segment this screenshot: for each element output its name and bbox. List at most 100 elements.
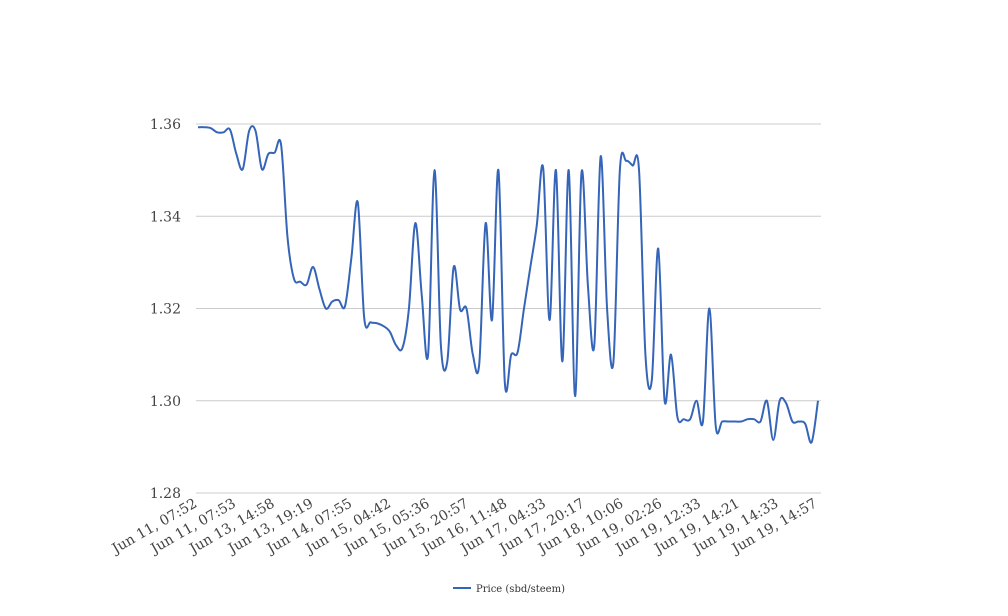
data-point xyxy=(472,354,474,356)
data-point xyxy=(433,169,435,171)
data-point xyxy=(638,169,640,171)
data-point xyxy=(510,354,512,356)
data-point xyxy=(286,236,288,238)
data-point xyxy=(785,402,787,404)
data-point xyxy=(523,308,525,310)
data-point xyxy=(382,325,384,327)
data-point xyxy=(478,363,480,365)
data-point xyxy=(242,168,244,170)
data-point xyxy=(766,400,768,402)
data-point xyxy=(708,308,710,310)
data-point xyxy=(549,319,551,321)
data-point xyxy=(402,347,404,349)
data-point xyxy=(312,266,314,268)
data-point xyxy=(395,344,397,346)
data-point xyxy=(216,131,218,133)
data-point xyxy=(561,361,563,363)
data-point xyxy=(721,421,723,423)
data-point xyxy=(798,421,800,423)
data-point xyxy=(728,421,730,423)
data-point xyxy=(203,126,205,128)
data-point xyxy=(676,416,678,418)
data-point xyxy=(280,144,282,146)
data-point xyxy=(791,421,793,423)
data-point xyxy=(293,278,295,280)
data-point xyxy=(223,131,225,133)
data-point xyxy=(210,127,212,129)
data-point xyxy=(753,418,755,420)
data-point xyxy=(363,317,365,319)
data-point xyxy=(357,201,359,203)
data-point xyxy=(344,305,346,307)
data-point xyxy=(370,321,372,323)
data-point xyxy=(593,344,595,346)
data-point xyxy=(414,222,416,224)
data-point xyxy=(542,167,544,169)
legend: Price (sbd/steem) xyxy=(453,584,565,595)
data-point xyxy=(702,421,704,423)
data-point xyxy=(715,425,717,427)
y-axis-ticks: 1.28 1.30 1.32 1.34 1.36 xyxy=(150,117,181,502)
data-point xyxy=(325,308,327,310)
y-tick-label: 1.30 xyxy=(150,394,181,410)
data-point xyxy=(632,165,634,167)
data-point xyxy=(740,421,742,423)
data-point xyxy=(408,308,410,310)
data-point xyxy=(306,284,308,286)
data-point xyxy=(759,421,761,423)
data-point xyxy=(734,421,736,423)
data-point xyxy=(235,153,237,155)
data-point xyxy=(670,354,672,356)
data-point xyxy=(779,400,781,402)
data-point xyxy=(267,153,269,155)
y-tick-label: 1.34 xyxy=(150,209,181,225)
data-point xyxy=(683,418,685,420)
data-point xyxy=(485,222,487,224)
data-point xyxy=(587,284,589,286)
data-point xyxy=(338,299,340,301)
data-point xyxy=(517,351,519,353)
series-layer xyxy=(197,125,819,444)
data-point xyxy=(350,257,352,259)
data-point xyxy=(612,361,614,363)
series-line xyxy=(197,125,819,444)
data-point xyxy=(248,130,250,132)
data-point xyxy=(491,319,493,321)
data-point xyxy=(440,344,442,346)
data-point xyxy=(197,126,199,128)
data-point xyxy=(651,379,653,381)
data-point xyxy=(497,169,499,171)
data-point xyxy=(453,266,455,268)
data-point xyxy=(555,169,557,171)
y-tick-label: 1.36 xyxy=(150,117,181,133)
data-point xyxy=(421,294,423,296)
data-point xyxy=(274,152,276,154)
data-point xyxy=(644,354,646,356)
data-point xyxy=(574,395,576,397)
data-point xyxy=(427,354,429,356)
legend-label: Price (sbd/steem) xyxy=(476,584,565,595)
data-point xyxy=(568,169,570,171)
grid-lines xyxy=(196,123,821,494)
y-tick-label: 1.32 xyxy=(150,302,181,318)
data-point xyxy=(817,400,819,402)
data-point xyxy=(331,301,333,303)
data-point xyxy=(600,155,602,157)
data-point xyxy=(446,361,448,363)
data-point xyxy=(811,441,813,443)
data-point xyxy=(804,423,806,425)
data-point xyxy=(536,224,538,226)
data-point xyxy=(606,308,608,310)
data-point xyxy=(465,308,467,310)
data-point xyxy=(664,400,666,402)
data-point xyxy=(696,400,698,402)
data-point xyxy=(299,281,301,283)
data-point xyxy=(581,171,583,173)
data-point xyxy=(625,160,627,162)
data-point xyxy=(229,129,231,131)
data-point xyxy=(459,308,461,310)
data-point xyxy=(529,266,531,268)
data-point xyxy=(747,418,749,420)
data-point xyxy=(657,248,659,250)
y-tick-label: 1.28 xyxy=(150,486,181,502)
